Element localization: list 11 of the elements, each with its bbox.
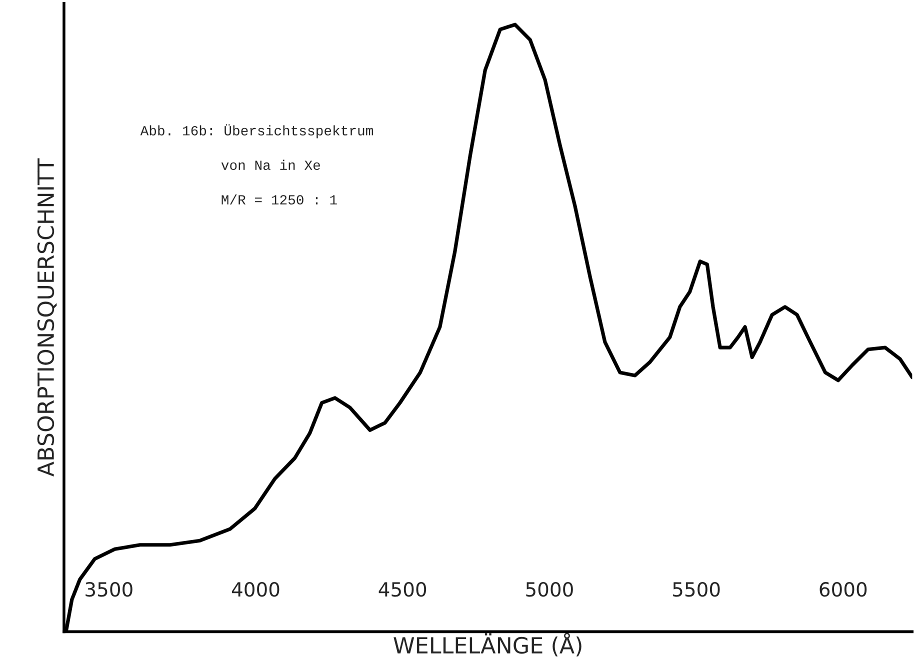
- annotation: M/R = 1250 : 1: [222, 194, 337, 205]
- x-axis-title: WELLELÄNGE (Å): [394, 632, 582, 656]
- x-tick-label: 3500: [86, 582, 132, 597]
- x-tick-label: 6000: [820, 582, 867, 597]
- x-tick-label: 5500: [673, 582, 720, 597]
- annotation: von Na in Xe: [221, 160, 320, 170]
- annotation: Abb. 16b: Übersichtsspektrum: [140, 124, 373, 138]
- x-tick-label: 4000: [232, 582, 280, 597]
- x-tick-label: 5000: [526, 582, 573, 597]
- x-tick-label: 4500: [378, 582, 426, 597]
- y-axis-title: ABSORPTIONSQUERSCHNITT: [37, 158, 57, 477]
